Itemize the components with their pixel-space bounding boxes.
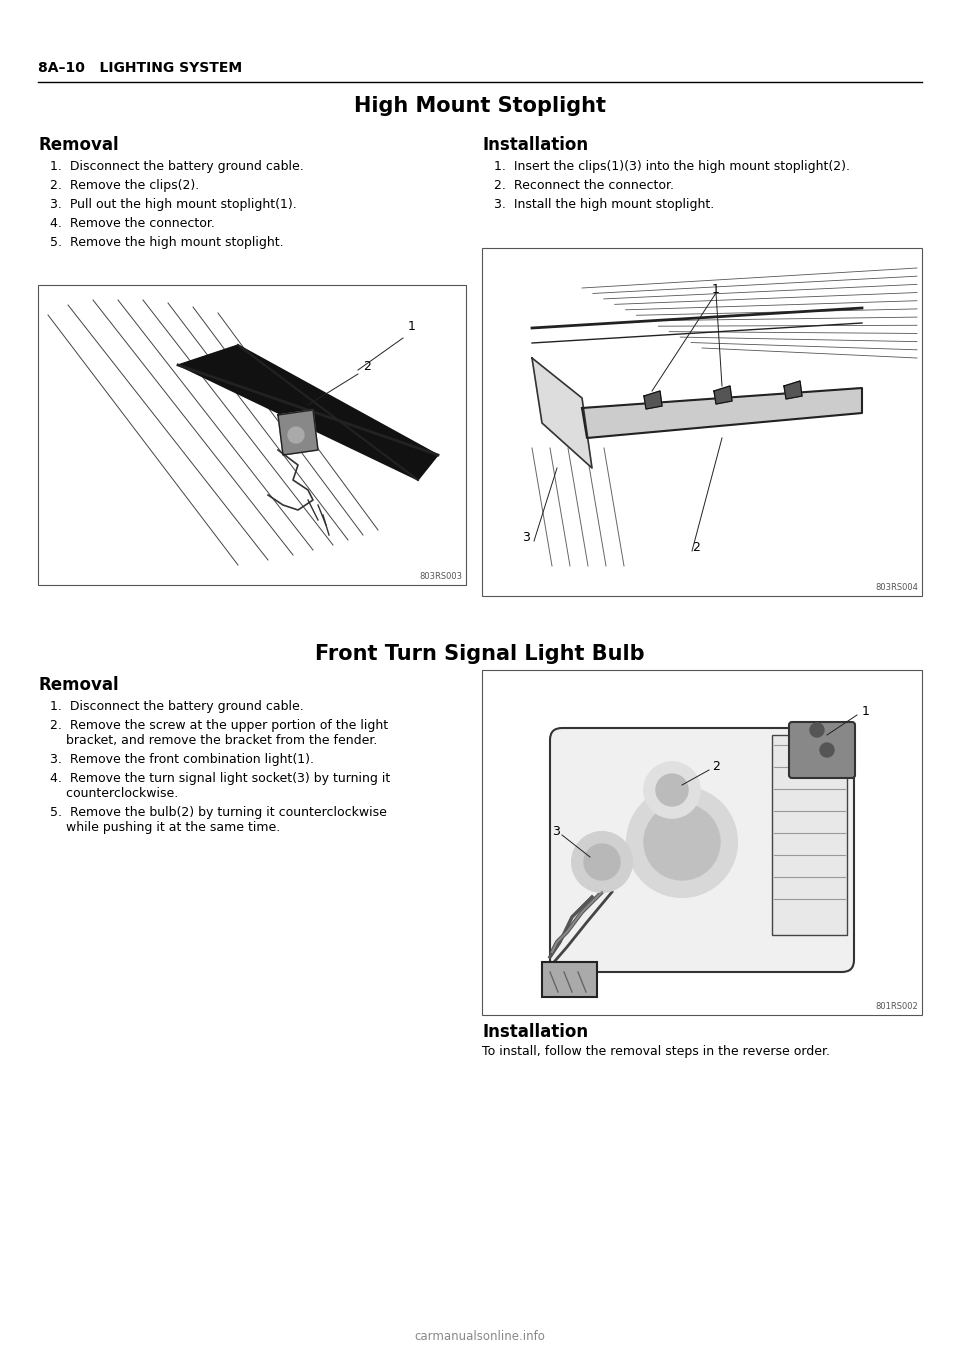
Text: Removal: Removal: [38, 136, 119, 153]
Bar: [482, 249, 922, 596]
Polygon shape: [714, 386, 732, 403]
Text: 4.  Remove the turn signal light socket(3) by turning it: 4. Remove the turn signal light socket(3…: [50, 771, 391, 785]
Text: 2: 2: [712, 760, 720, 773]
Polygon shape: [178, 345, 438, 479]
Text: 5.  Remove the high mount stoplight.: 5. Remove the high mount stoplight.: [50, 236, 283, 249]
Text: High Mount Stoplight: High Mount Stoplight: [354, 96, 606, 115]
FancyBboxPatch shape: [789, 722, 855, 778]
Bar: [542, 961, 597, 997]
Text: 3.  Remove the front combination light(1).: 3. Remove the front combination light(1)…: [50, 752, 314, 766]
Bar: [772, 735, 847, 936]
Polygon shape: [784, 382, 802, 399]
Polygon shape: [278, 410, 318, 455]
Text: 1: 1: [862, 705, 870, 718]
Text: 3.  Install the high mount stoplight.: 3. Install the high mount stoplight.: [494, 198, 714, 210]
Text: 1.  Disconnect the battery ground cable.: 1. Disconnect the battery ground cable.: [50, 699, 303, 713]
Text: To install, follow the removal steps in the reverse order.: To install, follow the removal steps in …: [482, 1046, 830, 1058]
Bar: [38, 285, 466, 585]
Text: 3.  Pull out the high mount stoplight(1).: 3. Pull out the high mount stoplight(1).: [50, 198, 297, 210]
Text: 8A–10   LIGHTING SYSTEM: 8A–10 LIGHTING SYSTEM: [38, 61, 242, 75]
Text: 2: 2: [692, 540, 700, 554]
Polygon shape: [644, 391, 662, 409]
Circle shape: [288, 426, 304, 443]
Text: 803RS003: 803RS003: [419, 572, 462, 581]
Text: 5.  Remove the bulb(2) by turning it counterclockwise: 5. Remove the bulb(2) by turning it coun…: [50, 807, 387, 819]
Text: 803RS004: 803RS004: [876, 583, 918, 592]
Circle shape: [584, 845, 620, 880]
Text: 2: 2: [363, 360, 371, 373]
Circle shape: [644, 804, 720, 880]
Circle shape: [572, 832, 632, 892]
Text: 1: 1: [408, 320, 416, 333]
Circle shape: [656, 774, 688, 807]
FancyBboxPatch shape: [550, 728, 854, 972]
Text: 3: 3: [522, 531, 530, 545]
Text: Installation: Installation: [482, 136, 588, 153]
Text: 2.  Remove the screw at the upper portion of the light: 2. Remove the screw at the upper portion…: [50, 718, 388, 732]
Polygon shape: [582, 388, 862, 439]
Text: bracket, and remove the bracket from the fender.: bracket, and remove the bracket from the…: [50, 735, 377, 747]
Text: 3: 3: [552, 826, 560, 838]
Text: Front Turn Signal Light Bulb: Front Turn Signal Light Bulb: [315, 644, 645, 664]
Text: 1.  Disconnect the battery ground cable.: 1. Disconnect the battery ground cable.: [50, 160, 303, 172]
Text: 4.  Remove the connector.: 4. Remove the connector.: [50, 217, 215, 230]
Circle shape: [820, 743, 834, 756]
Text: counterclockwise.: counterclockwise.: [50, 788, 179, 800]
Circle shape: [644, 762, 700, 818]
Bar: [482, 669, 922, 1014]
Circle shape: [810, 722, 824, 737]
Text: 1: 1: [712, 282, 720, 296]
Text: 801RS002: 801RS002: [876, 1002, 918, 1010]
Polygon shape: [532, 359, 592, 469]
Text: 2.  Reconnect the connector.: 2. Reconnect the connector.: [494, 179, 674, 191]
Circle shape: [627, 788, 737, 898]
Text: carmanualsonline.info: carmanualsonline.info: [415, 1329, 545, 1343]
Text: while pushing it at the same time.: while pushing it at the same time.: [50, 822, 280, 834]
Text: 1.  Insert the clips(1)(3) into the high mount stoplight(2).: 1. Insert the clips(1)(3) into the high …: [494, 160, 850, 172]
Text: Installation: Installation: [482, 1023, 588, 1042]
Text: Removal: Removal: [38, 676, 119, 694]
Text: 2.  Remove the clips(2).: 2. Remove the clips(2).: [50, 179, 200, 191]
